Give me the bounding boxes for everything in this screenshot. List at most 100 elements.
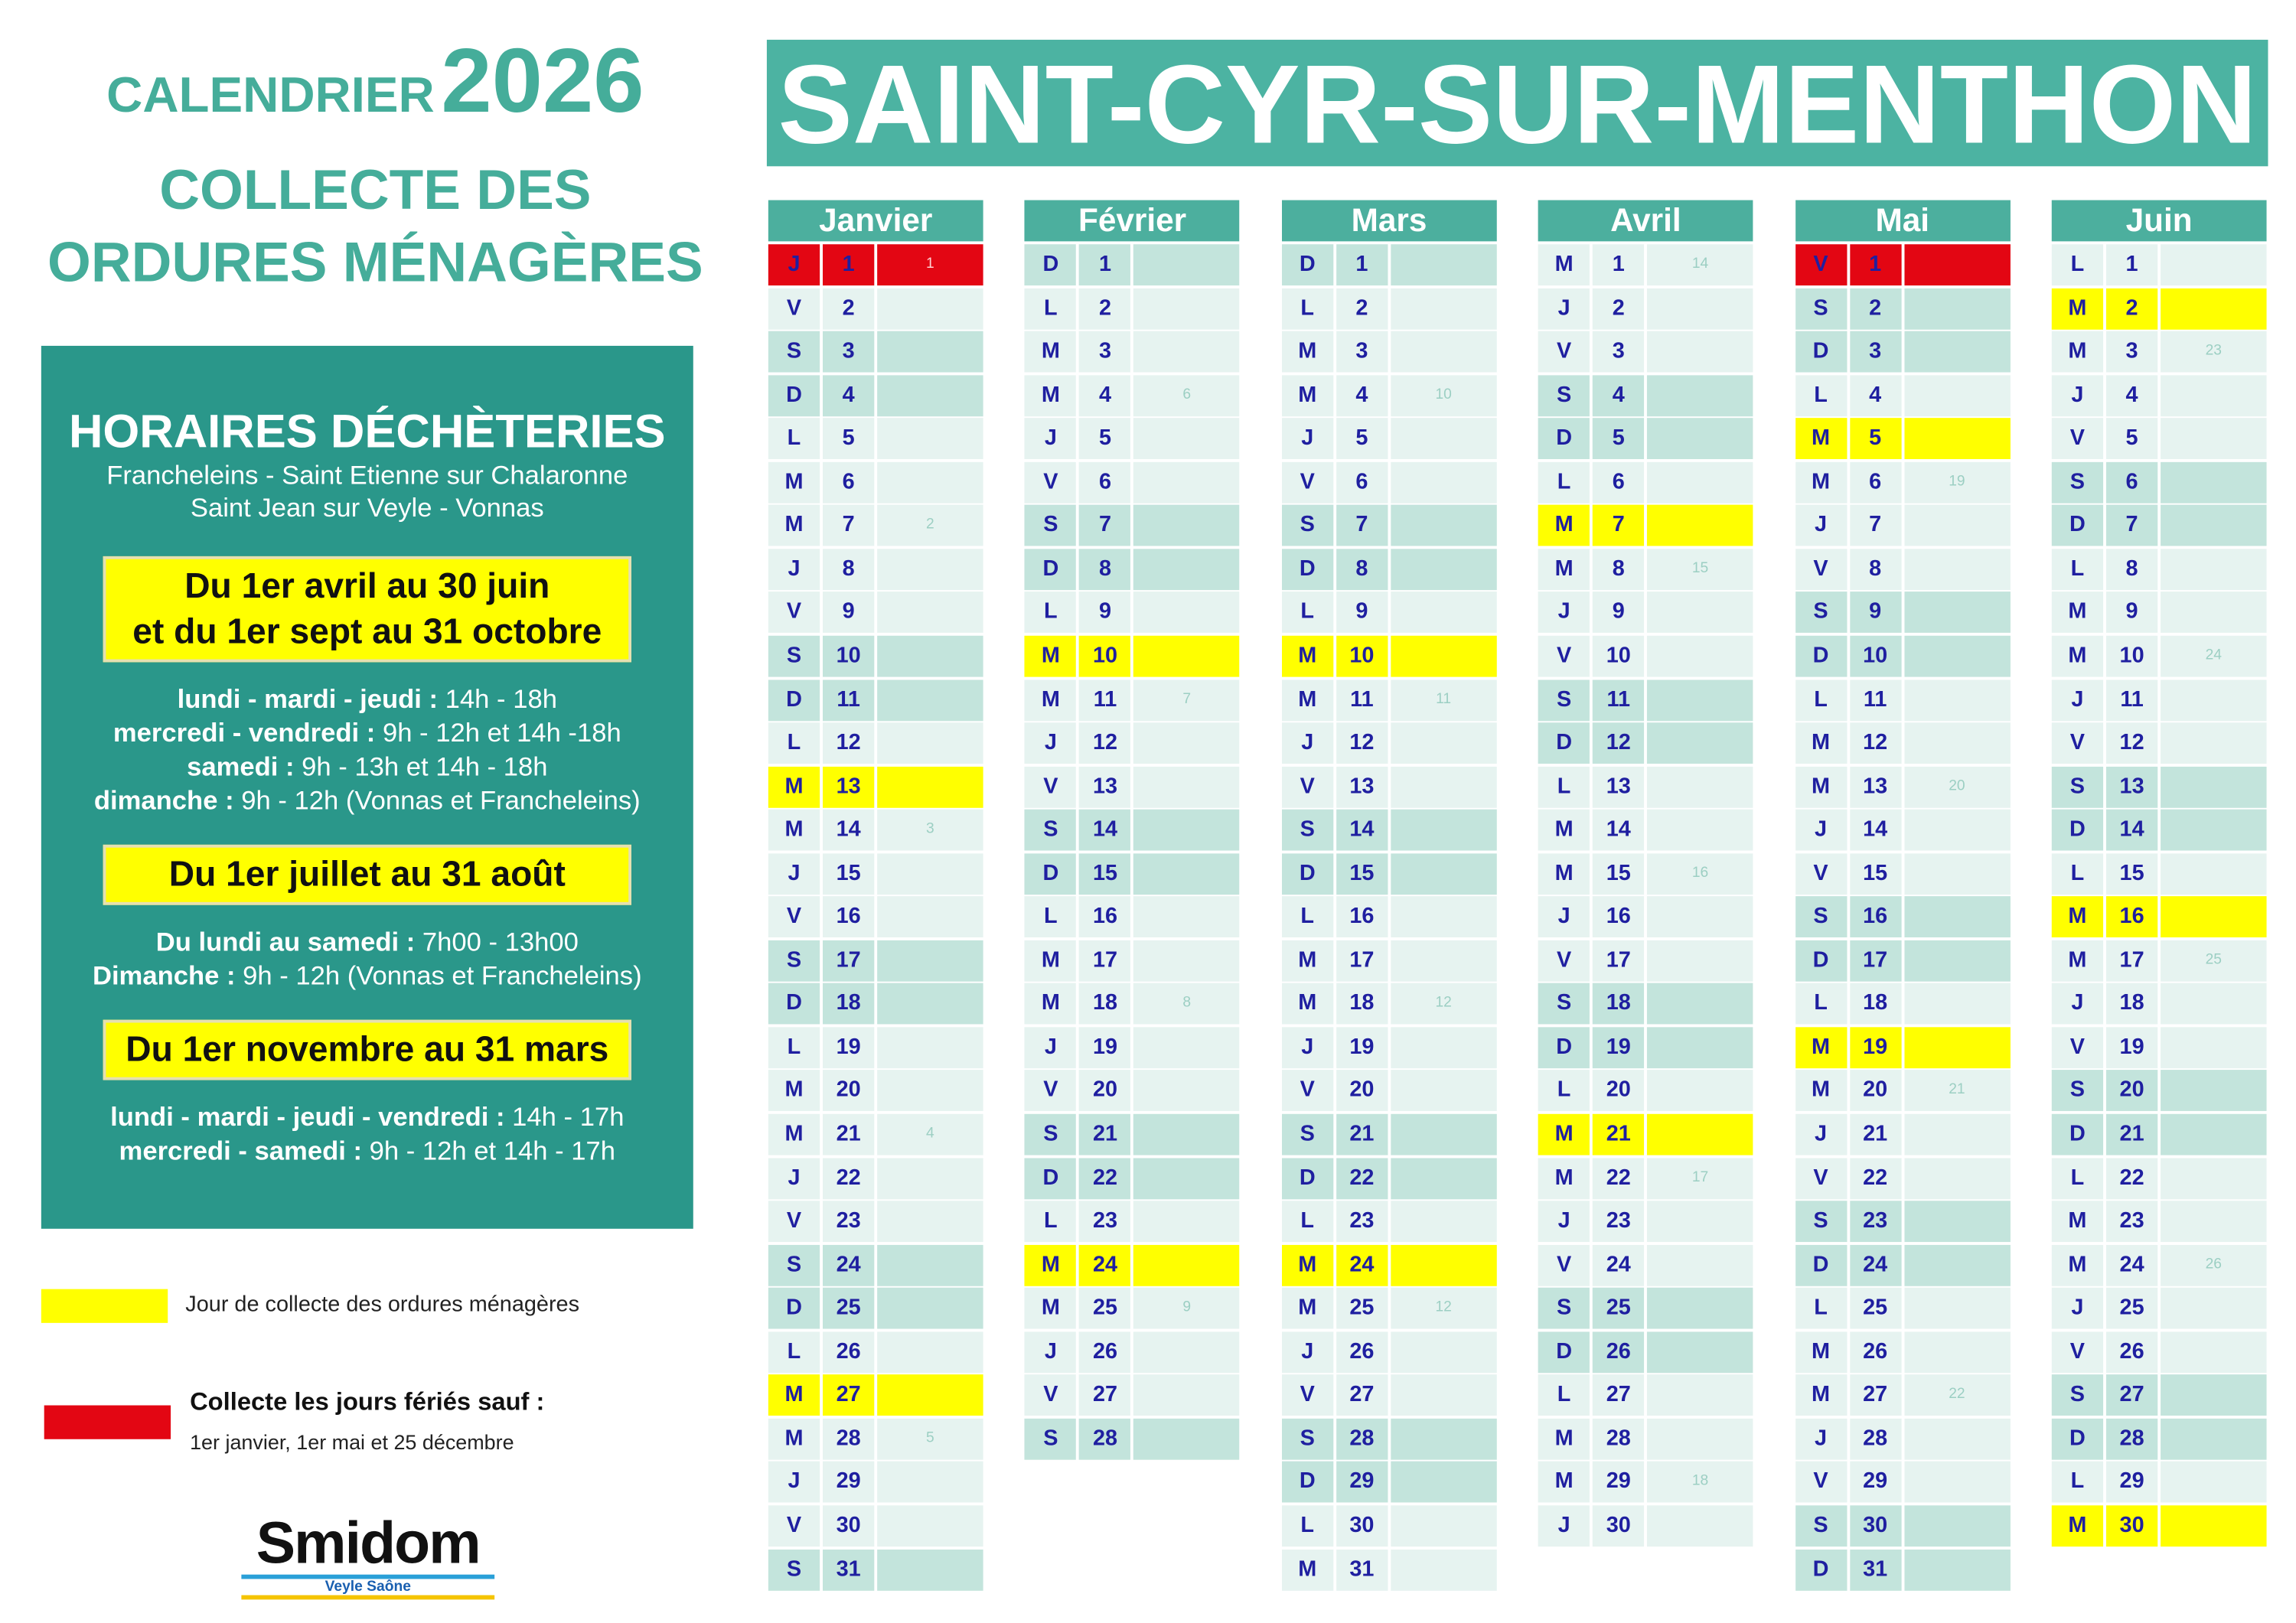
day-number: 10 xyxy=(2105,635,2158,677)
day-letter: D xyxy=(768,679,820,721)
day-note xyxy=(2161,1505,2267,1547)
day-number: 9 xyxy=(1849,592,1901,634)
day-letter: M xyxy=(1281,679,1333,721)
day-number: 28 xyxy=(1849,1418,1901,1460)
day-note xyxy=(1133,418,1240,460)
day-note xyxy=(1390,635,1497,677)
day-letter: M xyxy=(1538,1418,1590,1460)
day-letter: S xyxy=(1025,1418,1077,1460)
day-number: 27 xyxy=(1849,1374,1901,1416)
day-number: 11 xyxy=(1079,679,1131,721)
day-note xyxy=(1133,722,1240,764)
day-note xyxy=(1133,331,1240,373)
day-number: 6 xyxy=(1079,461,1131,504)
day-note xyxy=(1903,549,2011,590)
day-letter: M xyxy=(2051,1505,2104,1547)
day-note xyxy=(1647,809,1753,851)
schedule-time: 9h - 12h (Vonnas et Francheleins) xyxy=(241,785,641,816)
day-number: 4 xyxy=(1849,374,1901,416)
day-number: 16 xyxy=(1593,896,1645,938)
day-letter: S xyxy=(768,1244,820,1286)
day-number: 10 xyxy=(1849,635,1901,677)
day-letter: M xyxy=(1025,331,1077,373)
day-letter: D xyxy=(1281,244,1333,286)
day-note xyxy=(877,1157,983,1199)
day-note xyxy=(1390,722,1497,764)
day-note xyxy=(1903,852,2011,895)
day-note xyxy=(877,896,983,938)
day-letter: M xyxy=(1025,940,1077,982)
schedule-days: samedi : xyxy=(187,751,295,782)
day-number: 20 xyxy=(1849,1070,1901,1112)
day-letter: M xyxy=(1281,1549,1333,1590)
day-note xyxy=(1903,679,2011,721)
day-letter: M xyxy=(768,1113,820,1155)
day-note xyxy=(877,1288,983,1329)
day-note xyxy=(877,1331,983,1373)
day-letter: S xyxy=(1795,896,1847,938)
day-number: 5 xyxy=(1079,418,1131,460)
day-note xyxy=(1903,940,2011,982)
day-number: 1 xyxy=(1079,244,1131,286)
day-note xyxy=(877,288,983,329)
calendar-label: CALENDRIER xyxy=(106,67,435,124)
day-letter: L xyxy=(1281,592,1333,634)
day-number: 1 xyxy=(1593,244,1645,286)
day-note xyxy=(1390,418,1497,460)
day-note xyxy=(2161,722,2267,764)
day-number: 13 xyxy=(1336,766,1388,807)
day-number: 22 xyxy=(1593,1157,1645,1199)
day-number: 6 xyxy=(823,461,875,504)
day-letter: L xyxy=(1281,1201,1333,1243)
day-note xyxy=(1647,1418,1753,1460)
day-number: 14 xyxy=(1336,809,1388,851)
day-note xyxy=(1133,896,1240,938)
day-letter: S xyxy=(1025,809,1077,851)
day-number: 27 xyxy=(1079,1374,1131,1416)
day-number: 11 xyxy=(2105,679,2158,721)
day-number: 28 xyxy=(823,1418,875,1460)
day-number: 29 xyxy=(823,1462,875,1504)
week-number: 5 xyxy=(877,1418,983,1460)
day-note xyxy=(1390,549,1497,590)
day-letter: L xyxy=(1025,288,1077,329)
day-number: 29 xyxy=(1336,1462,1388,1504)
day-letter: S xyxy=(768,1549,820,1590)
day-letter: V xyxy=(1538,635,1590,677)
day-number: 9 xyxy=(2105,592,2158,634)
site: Saint Jean sur Veyle - Vonnas xyxy=(190,493,544,523)
day-letter: M xyxy=(1025,1288,1077,1329)
day-number: 7 xyxy=(1593,505,1645,547)
day-number: 17 xyxy=(1079,940,1131,982)
day-number: 15 xyxy=(1336,852,1388,895)
day-note xyxy=(1390,505,1497,547)
day-letter: V xyxy=(1281,461,1333,504)
day-number: 18 xyxy=(1593,983,1645,1025)
legend-collection-swatch xyxy=(41,1289,168,1323)
day-letter: S xyxy=(768,331,820,373)
day-number: 9 xyxy=(823,592,875,634)
day-number: 15 xyxy=(2105,852,2158,895)
day-note xyxy=(2161,505,2267,547)
day-number: 26 xyxy=(2105,1331,2158,1373)
day-number: 16 xyxy=(823,896,875,938)
day-number: 19 xyxy=(1593,1027,1645,1068)
day-number: 24 xyxy=(1593,1244,1645,1286)
day-number: 5 xyxy=(2105,418,2158,460)
day-note xyxy=(1647,461,1753,504)
schedule-line: samedi :9h - 13h et 14h - 18h xyxy=(41,751,693,784)
day-letter: J xyxy=(768,244,820,286)
day-letter: J xyxy=(1538,1505,1590,1547)
day-note xyxy=(877,635,983,677)
day-letter: L xyxy=(768,1027,820,1068)
day-letter: M xyxy=(1795,1070,1847,1112)
day-letter: M xyxy=(1281,331,1333,373)
day-note xyxy=(1903,1113,2011,1155)
day-note xyxy=(2161,1070,2267,1112)
day-note xyxy=(1647,635,1753,677)
day-note xyxy=(1133,549,1240,590)
day-note xyxy=(877,331,983,373)
day-number: 3 xyxy=(2105,331,2158,373)
day-number: 4 xyxy=(1336,374,1388,416)
day-note xyxy=(1903,1331,2011,1373)
